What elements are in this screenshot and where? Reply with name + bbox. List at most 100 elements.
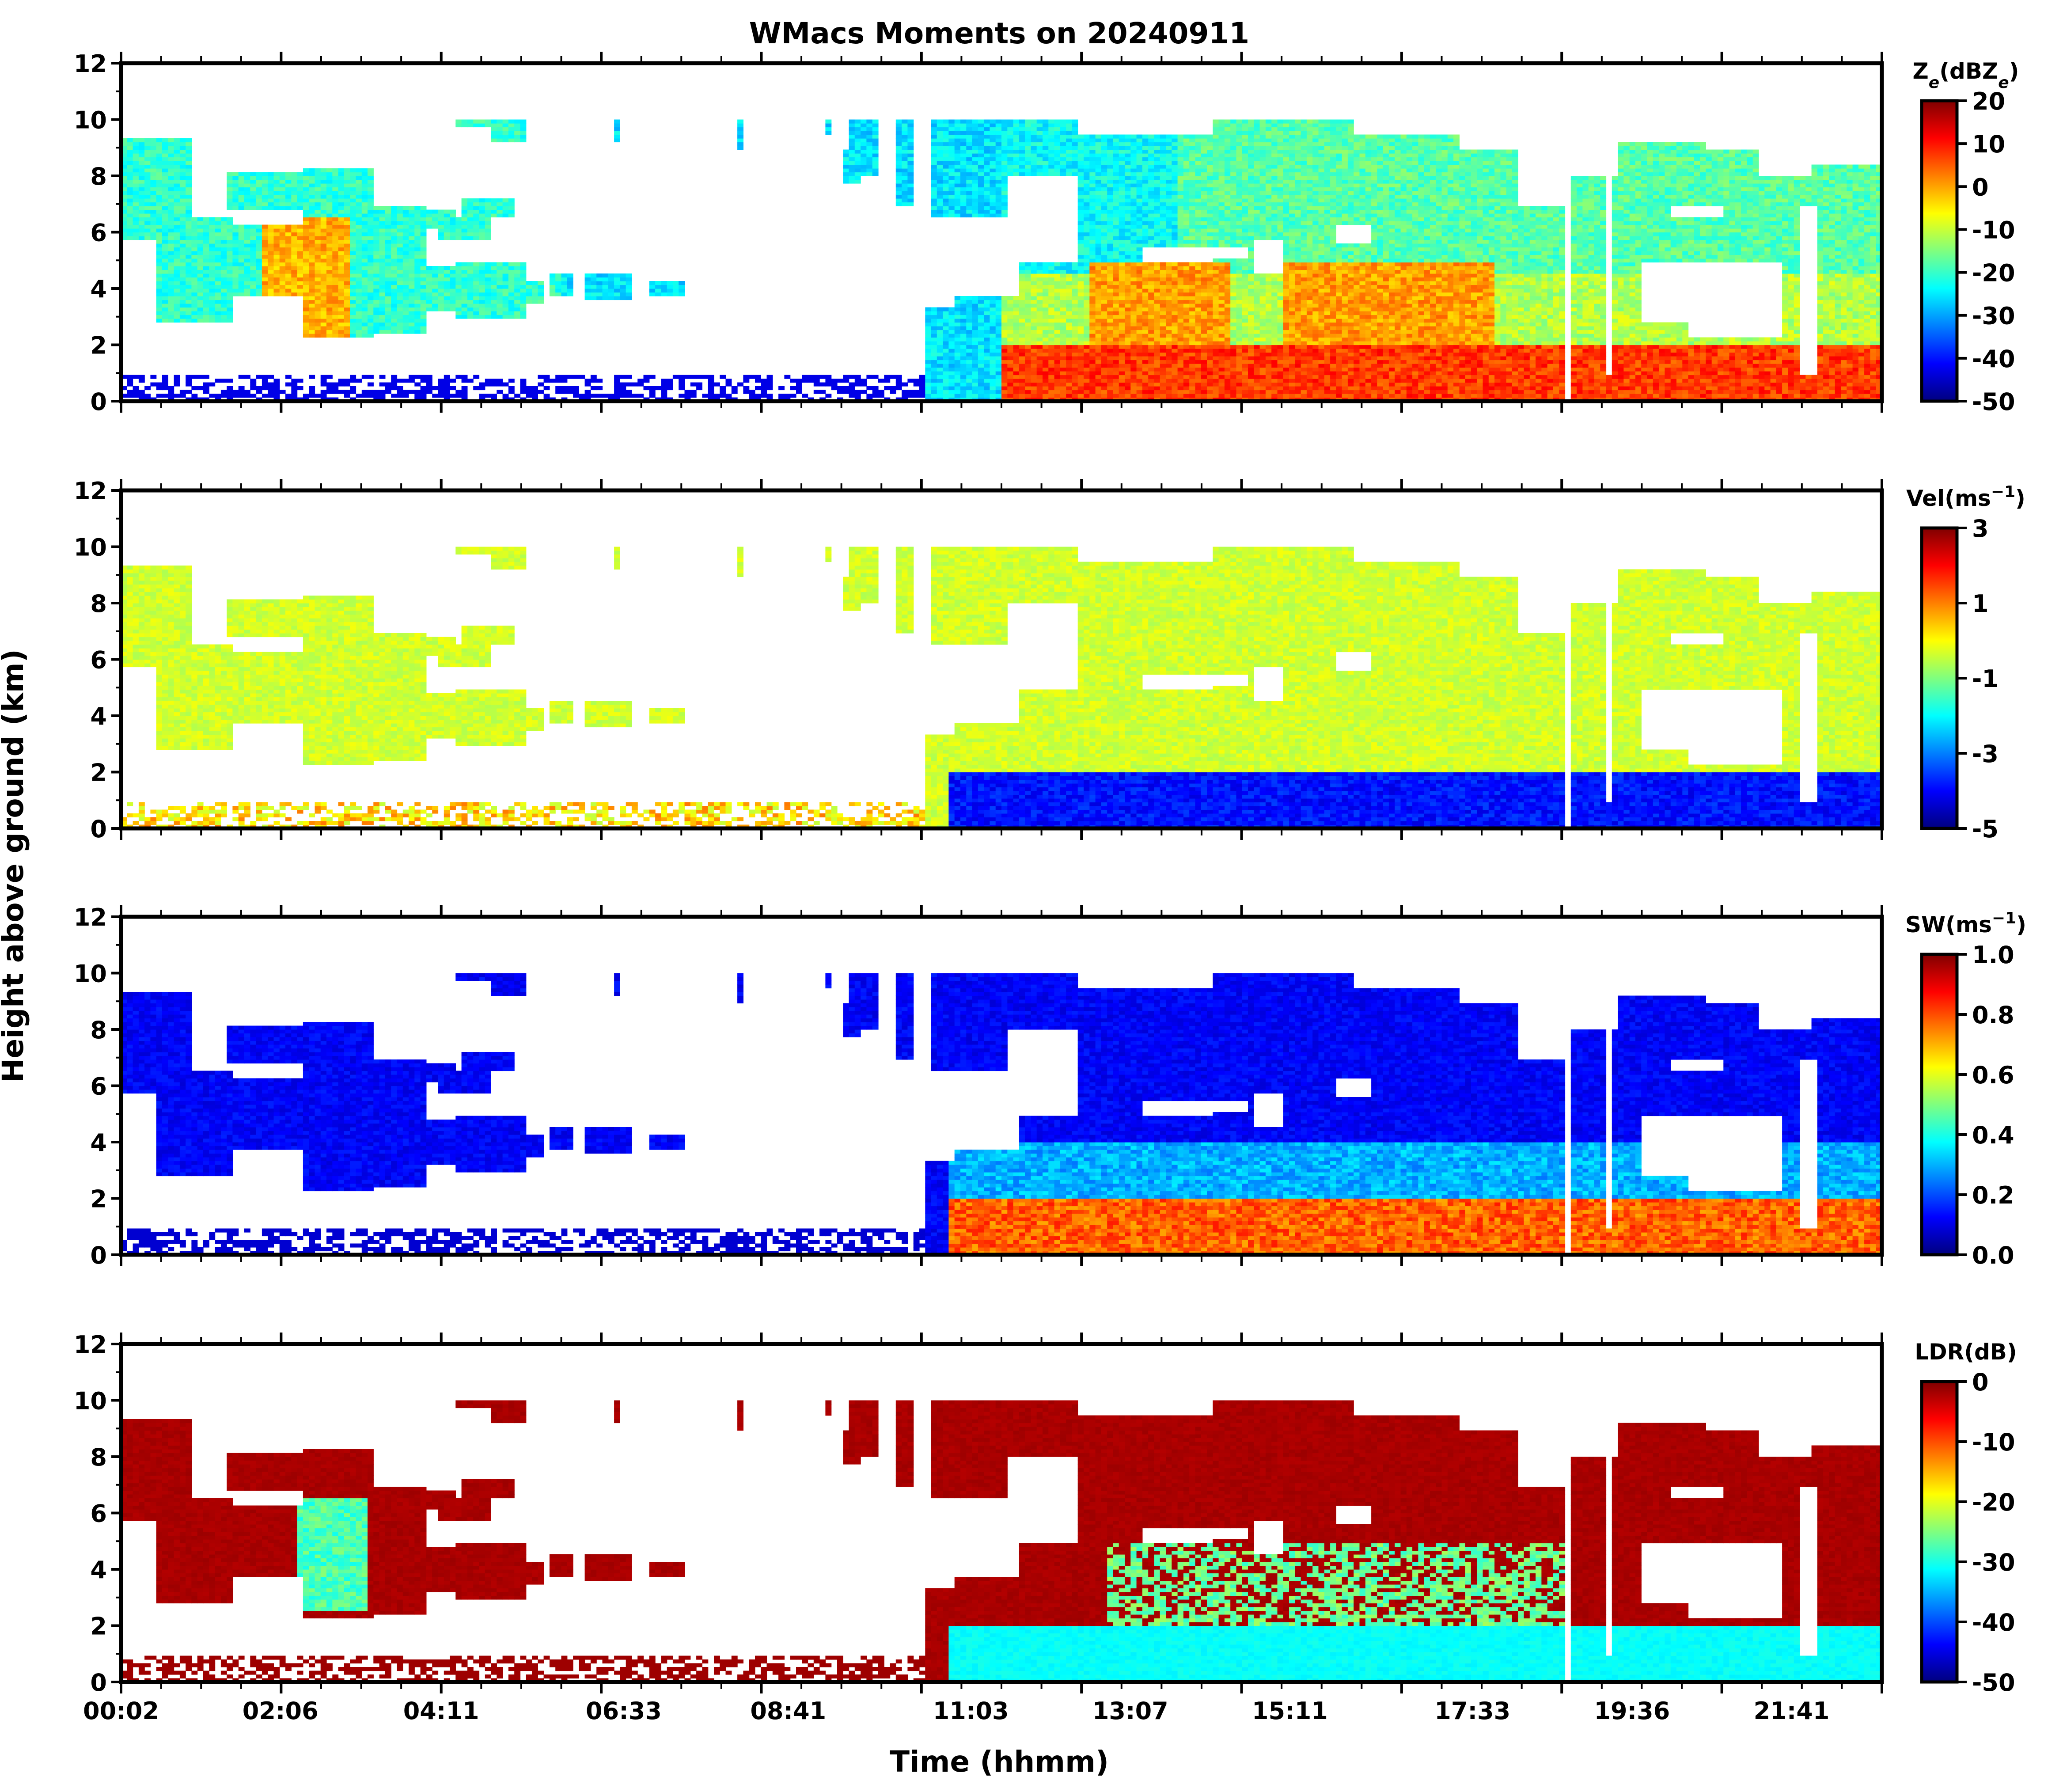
heatmap-cell — [174, 187, 180, 191]
heatmap-cell — [995, 127, 1002, 131]
heatmap-cell — [497, 300, 503, 304]
heatmap-cell — [174, 300, 180, 304]
heatmap-cell — [297, 191, 303, 195]
heatmap-cell — [215, 266, 221, 270]
heatmap-cell — [326, 258, 333, 263]
heatmap-cell — [179, 247, 186, 251]
heatmap-cell — [197, 386, 204, 391]
heatmap-cell — [1113, 146, 1119, 150]
heatmap-cell — [1060, 296, 1066, 300]
heatmap-cell — [1077, 161, 1084, 165]
heatmap-cell — [966, 371, 973, 376]
heatmap-cell — [303, 236, 309, 240]
heatmap-cell — [978, 161, 984, 165]
heatmap-cell — [285, 292, 292, 296]
heatmap-cell — [186, 172, 192, 176]
heatmap-cell — [461, 311, 468, 315]
heatmap-cell — [1019, 349, 1025, 353]
heatmap-cell — [1084, 352, 1090, 357]
heatmap-cell — [385, 217, 391, 221]
heatmap-cell — [179, 266, 186, 270]
heatmap-cell — [168, 390, 174, 394]
heatmap-cell — [931, 187, 937, 191]
heatmap-cell — [479, 277, 485, 281]
heatmap-cell — [150, 183, 157, 188]
heatmap-cell — [1007, 134, 1014, 139]
heatmap-cell — [1072, 127, 1078, 131]
heatmap-cell — [385, 300, 391, 304]
heatmap-cell — [1036, 168, 1043, 173]
heatmap-cell — [379, 266, 386, 270]
heatmap-cell — [385, 386, 391, 391]
heatmap-cell — [227, 292, 233, 296]
heatmap-cell — [895, 153, 902, 158]
heatmap-cell — [385, 247, 391, 251]
heatmap-cell — [1036, 300, 1043, 304]
heatmap-cell — [1054, 352, 1061, 357]
heatmap-cell — [972, 179, 978, 184]
heatmap-cell — [326, 221, 333, 225]
heatmap-cell — [502, 296, 509, 300]
heatmap-cell — [432, 394, 439, 398]
heatmap-cell — [361, 251, 368, 255]
heatmap-cell — [379, 236, 386, 240]
heatmap-cell — [931, 168, 937, 173]
heatmap-cell — [220, 251, 227, 255]
heatmap-cell — [1054, 375, 1061, 379]
heatmap-cell — [162, 232, 168, 236]
heatmap-cell — [1019, 277, 1025, 281]
heatmap-cell — [179, 153, 186, 158]
heatmap-cell — [156, 202, 163, 206]
heatmap-cell — [1119, 134, 1125, 139]
heatmap-cell — [438, 289, 444, 293]
heatmap-cell — [1077, 371, 1084, 376]
heatmap-cell — [995, 322, 1002, 327]
heatmap-cell — [467, 273, 474, 278]
heatmap-cell — [667, 292, 673, 296]
heatmap-cell — [121, 386, 127, 391]
heatmap-cell — [291, 251, 298, 255]
heatmap-cell — [361, 285, 368, 289]
heatmap-cell — [1043, 138, 1049, 143]
heatmap-cell — [326, 273, 333, 278]
heatmap-cell — [285, 228, 292, 233]
heatmap-cell — [309, 168, 315, 173]
heatmap-cell — [761, 394, 767, 398]
heatmap-cell — [197, 315, 204, 319]
heatmap-cell — [520, 138, 527, 143]
heatmap-cell — [626, 281, 632, 285]
heatmap-cell — [344, 319, 350, 323]
heatmap-cell — [156, 172, 163, 176]
heatmap-cell — [338, 172, 345, 176]
heatmap-cell — [326, 251, 333, 255]
heatmap-cell — [361, 247, 368, 251]
heatmap-cell — [497, 315, 503, 319]
heatmap-cell — [872, 127, 879, 131]
heatmap-cell — [1084, 161, 1090, 165]
heatmap-cell — [966, 296, 973, 300]
heatmap-cell — [679, 285, 685, 289]
heatmap-cell — [984, 146, 990, 150]
heatmap-cell — [931, 198, 937, 203]
heatmap-cell — [1125, 273, 1131, 278]
heatmap-cell — [972, 394, 978, 398]
heatmap-cell — [209, 273, 216, 278]
heatmap-cell — [984, 394, 990, 398]
heatmap-cell — [356, 176, 362, 180]
heatmap-cell — [984, 209, 990, 214]
heatmap-cell — [1089, 247, 1096, 251]
heatmap-cell — [391, 289, 398, 293]
heatmap-cell — [186, 213, 192, 218]
heatmap-cell — [1107, 300, 1114, 304]
heatmap-cell — [256, 266, 262, 270]
heatmap-cell — [285, 206, 292, 210]
heatmap-cell — [315, 311, 321, 315]
heatmap-cell — [356, 307, 362, 311]
heatmap-cell — [368, 232, 374, 236]
heatmap-cell — [966, 134, 973, 139]
heatmap-cell — [309, 262, 315, 266]
heatmap-cell — [455, 221, 462, 225]
heatmap-cell — [179, 258, 186, 263]
heatmap-cell — [990, 394, 996, 398]
heatmap-cell — [1107, 254, 1114, 259]
